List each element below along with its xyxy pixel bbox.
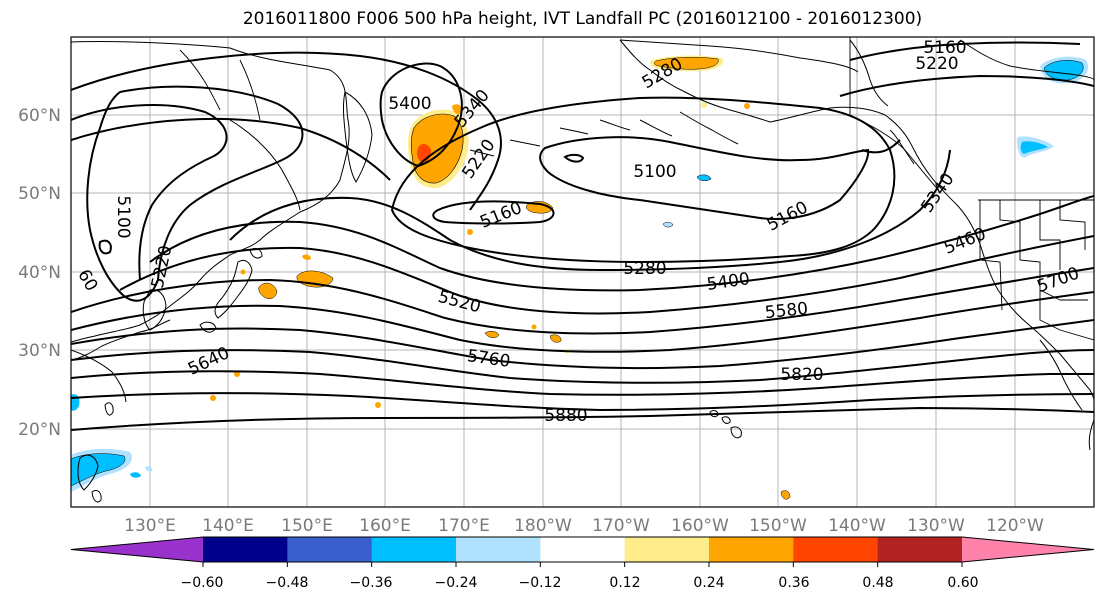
- contour-label: 5100: [113, 195, 133, 238]
- lat-label: 20°N: [18, 420, 61, 440]
- colorbar-segment: [456, 537, 541, 562]
- contour-label: 5880: [544, 406, 587, 426]
- lon-label: 150°W: [749, 516, 807, 536]
- lon-label: 160°E: [359, 516, 411, 536]
- colorbar-segment: [287, 537, 373, 562]
- height-contours: [71, 41, 1094, 431]
- latitude-labels: 60°N 50°N 40°N 30°N 20°N: [18, 106, 61, 440]
- colorbar-tick-label: −0.12: [519, 575, 562, 591]
- colorbar-tick-label: −0.60: [181, 575, 224, 591]
- contour-label: 5160: [923, 38, 966, 58]
- lat-label: 30°N: [18, 341, 61, 361]
- contour-label: 5220: [915, 54, 958, 74]
- colorbar-tick-label: 0.36: [778, 575, 809, 591]
- colorbar-segment: [203, 537, 288, 562]
- contour-label: 5280: [623, 259, 666, 279]
- colorbar-segment: [624, 537, 710, 562]
- colorbar-tick-label: −0.36: [350, 575, 393, 591]
- colorbar-tick-label: −0.48: [266, 575, 309, 591]
- map-frame: [70, 36, 1095, 508]
- lon-label: 140°W: [828, 516, 886, 536]
- colorbar-tick-label: 0.48: [862, 575, 893, 591]
- lon-label: 120°W: [986, 516, 1044, 536]
- colorbar-tick-label: 0.60: [947, 575, 978, 591]
- longitude-labels: 130°E 140°E 150°E 160°E 170°E 180°W 170°…: [124, 516, 1044, 536]
- lon-label: 130°W: [907, 516, 965, 536]
- coastlines: [71, 39, 1094, 503]
- colorbar-segment: [371, 537, 457, 562]
- colorbar-tick-label: 0.24: [693, 575, 724, 591]
- colorbar: −0.60 −0.48 −0.36 −0.24 −0.12 0.12 0.24 …: [70, 536, 1095, 591]
- lon-label: 130°E: [124, 516, 176, 536]
- lon-label: 180°W: [514, 516, 572, 536]
- colorbar-extend-low: [71, 537, 203, 562]
- ivt-negative-shading: [71, 56, 1089, 492]
- contour-label: 5400: [388, 94, 431, 114]
- colorbar-segment: [793, 537, 879, 562]
- contour-label: 5820: [780, 365, 823, 385]
- contour-label: 5100: [633, 162, 676, 182]
- lon-label: 170°E: [438, 516, 490, 536]
- colorbar-extend-high: [962, 537, 1094, 562]
- lon-label: 150°E: [281, 516, 333, 536]
- map-title: 2016011800 F006 500 hPa height, IVT Land…: [242, 9, 923, 29]
- lat-label: 60°N: [18, 106, 61, 126]
- colorbar-segment: [540, 537, 626, 562]
- colorbar-tick-label: 0.12: [609, 575, 640, 591]
- gridlines: [71, 37, 1094, 507]
- colorbar-tick-label: −0.24: [435, 575, 478, 591]
- contour-label: 5580: [764, 299, 809, 323]
- lon-label: 140°E: [202, 516, 254, 536]
- lat-label: 40°N: [18, 263, 61, 283]
- lon-label: 160°W: [671, 516, 729, 536]
- lon-label: 170°W: [592, 516, 650, 536]
- colorbar-segment: [877, 537, 963, 562]
- lat-label: 50°N: [18, 184, 61, 204]
- colorbar-segment: [709, 537, 794, 562]
